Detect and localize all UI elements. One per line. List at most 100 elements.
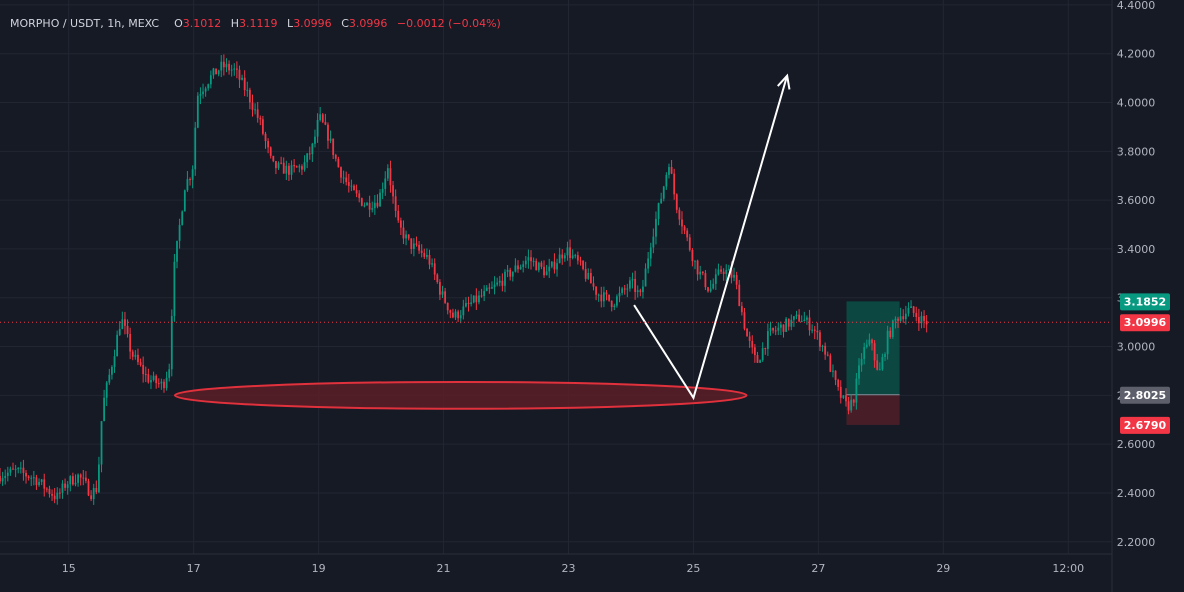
candle-body — [340, 167, 342, 178]
grid-lines — [0, 0, 1112, 554]
change-value: −0.0012 (−0.04%) — [396, 17, 501, 30]
candle-body — [301, 166, 303, 170]
candle-body — [116, 334, 119, 357]
candle-body — [751, 340, 754, 348]
candle-body — [491, 287, 493, 289]
candle-body — [51, 494, 53, 496]
candle-body — [618, 292, 621, 297]
candle-body — [649, 247, 652, 259]
candle-body — [595, 286, 597, 295]
candle-body — [108, 374, 111, 383]
candle-body — [735, 274, 738, 285]
candle-body — [87, 480, 90, 496]
candle-body — [295, 166, 298, 168]
candle-body — [556, 263, 558, 270]
candle-body — [137, 354, 139, 363]
candle-body — [191, 169, 194, 180]
candle-body — [324, 122, 327, 125]
candle-body — [597, 294, 600, 296]
time-axis[interactable]: 15 17 19 21 23 25 27 29 12:00 — [0, 553, 1112, 575]
candle-body — [845, 395, 847, 402]
candle-body — [837, 379, 840, 387]
candle-body — [725, 269, 728, 274]
low-label: L — [287, 17, 294, 30]
candle-body — [22, 467, 25, 473]
candle-body — [764, 348, 767, 350]
candle-body — [699, 271, 702, 275]
candle-body — [675, 194, 678, 210]
candle-body — [14, 468, 17, 470]
candle-body — [519, 267, 522, 270]
projection-path[interactable] — [633, 75, 789, 401]
candle-body — [774, 330, 777, 332]
candle-body — [478, 295, 480, 303]
candle-body — [662, 186, 665, 199]
candle-body — [139, 362, 142, 365]
stop-zone[interactable] — [846, 394, 900, 425]
trade-position-zones — [846, 301, 900, 425]
candle-body — [74, 482, 77, 485]
candle-body — [803, 319, 806, 322]
candle-body — [576, 255, 579, 261]
candle-body — [548, 266, 551, 272]
candle-body — [524, 260, 527, 265]
candle-body — [540, 262, 543, 267]
candle-body — [9, 468, 12, 473]
candle-body — [806, 317, 808, 320]
candle-body — [790, 319, 793, 327]
projection-arrowhead — [777, 73, 791, 90]
candle-body — [532, 260, 535, 262]
candle-body — [431, 263, 433, 265]
candle-body — [834, 370, 837, 380]
candle-body — [303, 162, 306, 170]
candle-body — [571, 255, 574, 259]
candle-body — [264, 133, 267, 142]
candle-body — [850, 399, 853, 411]
candle-body — [277, 162, 280, 169]
candle-body — [66, 484, 69, 488]
candle-body — [878, 369, 881, 371]
candle-body — [811, 329, 814, 331]
candle-body — [181, 211, 184, 225]
candle-body — [665, 174, 668, 187]
candle-body — [600, 294, 603, 302]
candle-body — [454, 311, 457, 318]
candle-body — [418, 244, 420, 251]
candle-body — [103, 397, 106, 422]
candle-body — [897, 318, 899, 321]
candle-body — [602, 292, 605, 302]
candle-body — [839, 386, 842, 398]
candle-body — [629, 280, 631, 289]
candle-body — [321, 114, 324, 123]
target-zone[interactable] — [846, 301, 900, 395]
candle-body — [444, 291, 447, 303]
price-tick-label: 3.8000 — [1117, 145, 1156, 158]
candle-body — [636, 290, 639, 292]
candle-body — [569, 247, 571, 259]
candle-body — [475, 295, 478, 303]
price-badge — [1120, 314, 1170, 332]
support-ellipse[interactable] — [173, 380, 748, 410]
candle-body — [472, 295, 475, 303]
price-tick-label: 4.4000 — [1117, 0, 1156, 12]
candle-body — [92, 488, 95, 500]
candle-body — [126, 325, 129, 334]
candle-body — [881, 357, 884, 370]
candle-body — [251, 102, 254, 110]
candle-body — [441, 291, 444, 295]
candle-body — [860, 358, 863, 366]
drawing-annotations[interactable] — [0, 73, 1112, 410]
candle-body — [894, 318, 897, 321]
symbol-legend[interactable]: MORPHO / USDT, 1h, MEXC O3.1012 H3.1119 … — [10, 17, 507, 30]
candle-body — [254, 109, 256, 111]
candle-body — [436, 274, 439, 283]
candle-body — [470, 302, 473, 304]
candle-body — [327, 124, 329, 141]
candle-body — [694, 260, 696, 262]
candle-body — [90, 495, 93, 500]
candle-body — [160, 381, 163, 384]
candle-body — [77, 474, 79, 483]
candle-body — [368, 202, 371, 210]
